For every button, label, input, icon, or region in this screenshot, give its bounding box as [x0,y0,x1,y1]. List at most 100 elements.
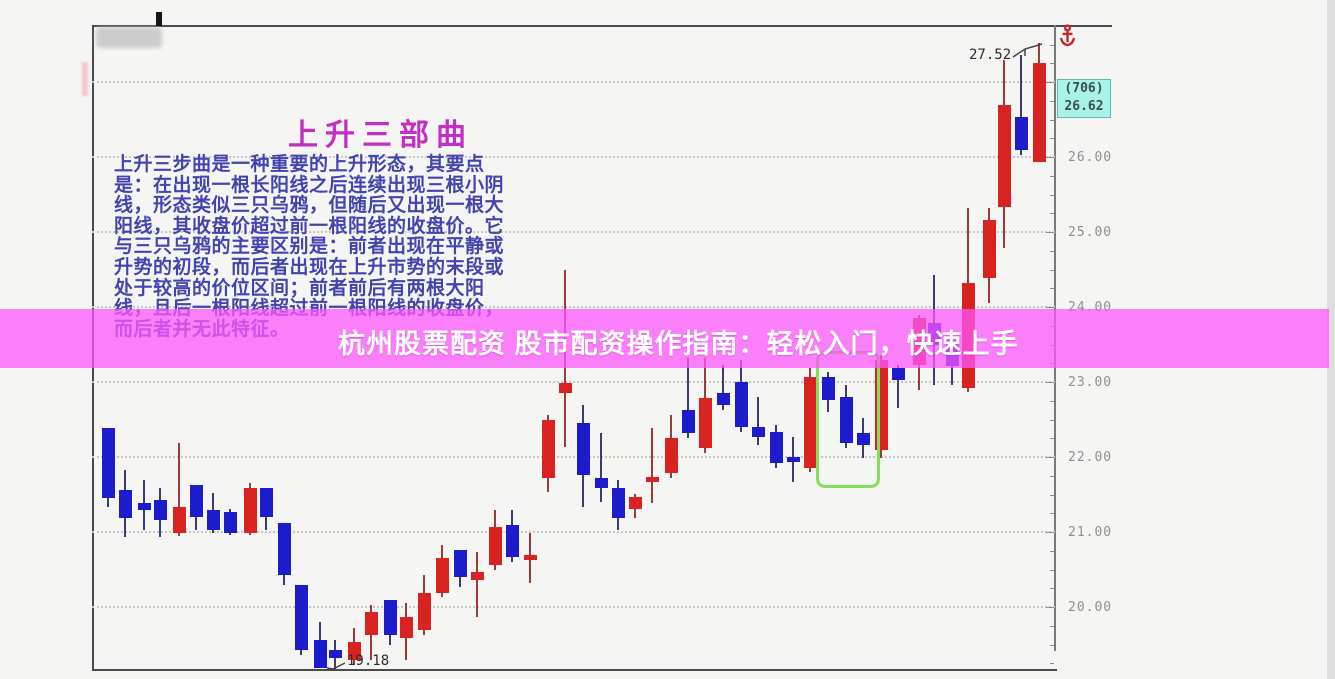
axis-major-tick [1046,232,1054,233]
candle-up [982,220,996,278]
axis-tick-label: 20.00 [1068,600,1113,615]
axis-minor-tick [1050,626,1054,627]
candle-up [172,507,186,533]
axis-major-tick [1046,532,1054,533]
candle-wick [1020,55,1022,155]
candle-down [328,649,342,658]
gridline [92,306,1055,308]
candle-up [628,496,642,509]
article-line: 阳线，其收盘价超过前一根阳线的收盘价。它 [114,215,505,237]
current-price-tag: (706) 26.62 [1057,79,1111,118]
article-line: 升势的初段，而后者出现在上升市势的末段或 [114,256,505,278]
axis-tick-label: 23.00 [1068,375,1113,390]
candle-up [558,382,572,394]
candle-up [243,487,257,533]
axis-minor-tick [1050,120,1054,121]
axis-minor-tick [1050,63,1054,64]
axis-minor-tick [1050,420,1054,421]
gridline [92,156,1055,158]
article-line: 与三只乌鸦的主要区别是：前者出现在平静或 [114,236,505,258]
axis-tick-label: 25.00 [1068,225,1113,240]
article-title: 上升三部曲 [288,119,473,152]
axis-major-tick [1046,457,1054,458]
candle-up [417,592,431,631]
candle-wick [178,442,180,536]
candle-down [101,427,115,499]
axis-minor-tick [1050,213,1054,214]
candle-down [137,502,151,511]
axis-minor-tick [1050,401,1054,402]
article-line: 上升三步曲是一种重要的上升形态，其要点 [114,154,485,175]
candle-down [383,600,397,635]
axis-minor-tick [1050,176,1054,177]
axis-major-tick [1046,607,1054,608]
candle-up [698,397,712,448]
axis-minor-tick [1050,45,1054,46]
candle-down [576,423,590,475]
candle-up [523,555,537,560]
axis-tick-label: 22.00 [1068,450,1113,465]
promo-banner-text: 杭州股票配资 股市配资操作指南：轻松入门，快速上手 [338,329,1019,359]
axis-major-tick [1046,382,1054,383]
axis-minor-tick [1050,438,1054,439]
article-line: 处于较高的价位区间；前者前后有两根大阳 [114,277,485,299]
candle-down [206,510,220,530]
candle-up [1032,63,1046,163]
candle-down [1014,117,1028,151]
candle-down [223,511,237,533]
candle-down [118,490,132,518]
high-price-label: 27.52 [969,47,1012,63]
price-tag-volume: (706) [1064,81,1104,96]
axis-minor-tick [1050,513,1054,514]
candle-down [839,397,853,443]
candle-down [786,457,800,463]
candle-down [681,409,695,433]
low-price-label: 19.18 [347,653,390,669]
right-edge-strip [1327,0,1335,679]
candle-wick [757,397,759,445]
axis-minor-tick [1050,288,1054,289]
article-line: 是：在出现一根长阳线之后连续出现三根小阴 [114,174,505,196]
axis-minor-tick [1050,551,1054,552]
axis-minor-tick [1050,645,1054,646]
axis-minor-tick [1050,476,1054,477]
axis-major-tick [1046,157,1054,158]
axis-minor-tick [1050,663,1054,664]
candle-down [734,382,748,427]
candle-down [821,376,835,400]
axis-minor-tick [1050,570,1054,571]
candle-down [891,367,905,380]
gridline [92,381,1055,383]
gridline [92,231,1055,233]
anchor-icon [1059,24,1076,47]
chart-border-bottom [92,669,1057,671]
candle-down [153,499,167,520]
axis-minor-tick [1050,270,1054,271]
candle-wick [897,364,899,409]
article-line: 线，形态类似三只乌鸦，但随后又出现一根大 [114,195,505,217]
axis-minor-tick [1050,195,1054,196]
candle-down [594,478,608,488]
candle-up [347,642,361,661]
candle-up [997,105,1011,208]
candle-down [769,432,783,463]
axis-minor-tick [1050,138,1054,139]
gridline [92,606,1055,608]
candle-wick [651,427,653,503]
gridline [92,81,1055,83]
candle-down [453,550,467,577]
axis-minor-tick [1050,251,1054,252]
candle-down [611,487,625,518]
candle-down [259,487,273,517]
axis-minor-tick [1050,101,1054,102]
candle-down [189,484,203,517]
candle-down [277,523,291,575]
candle-up [645,477,659,482]
candle-up [803,376,817,469]
candle-wick [600,433,602,502]
left-edge-smudge [82,62,88,96]
candle-up [664,438,678,473]
chart-border-top [92,25,1112,27]
candle-wick [687,358,689,439]
